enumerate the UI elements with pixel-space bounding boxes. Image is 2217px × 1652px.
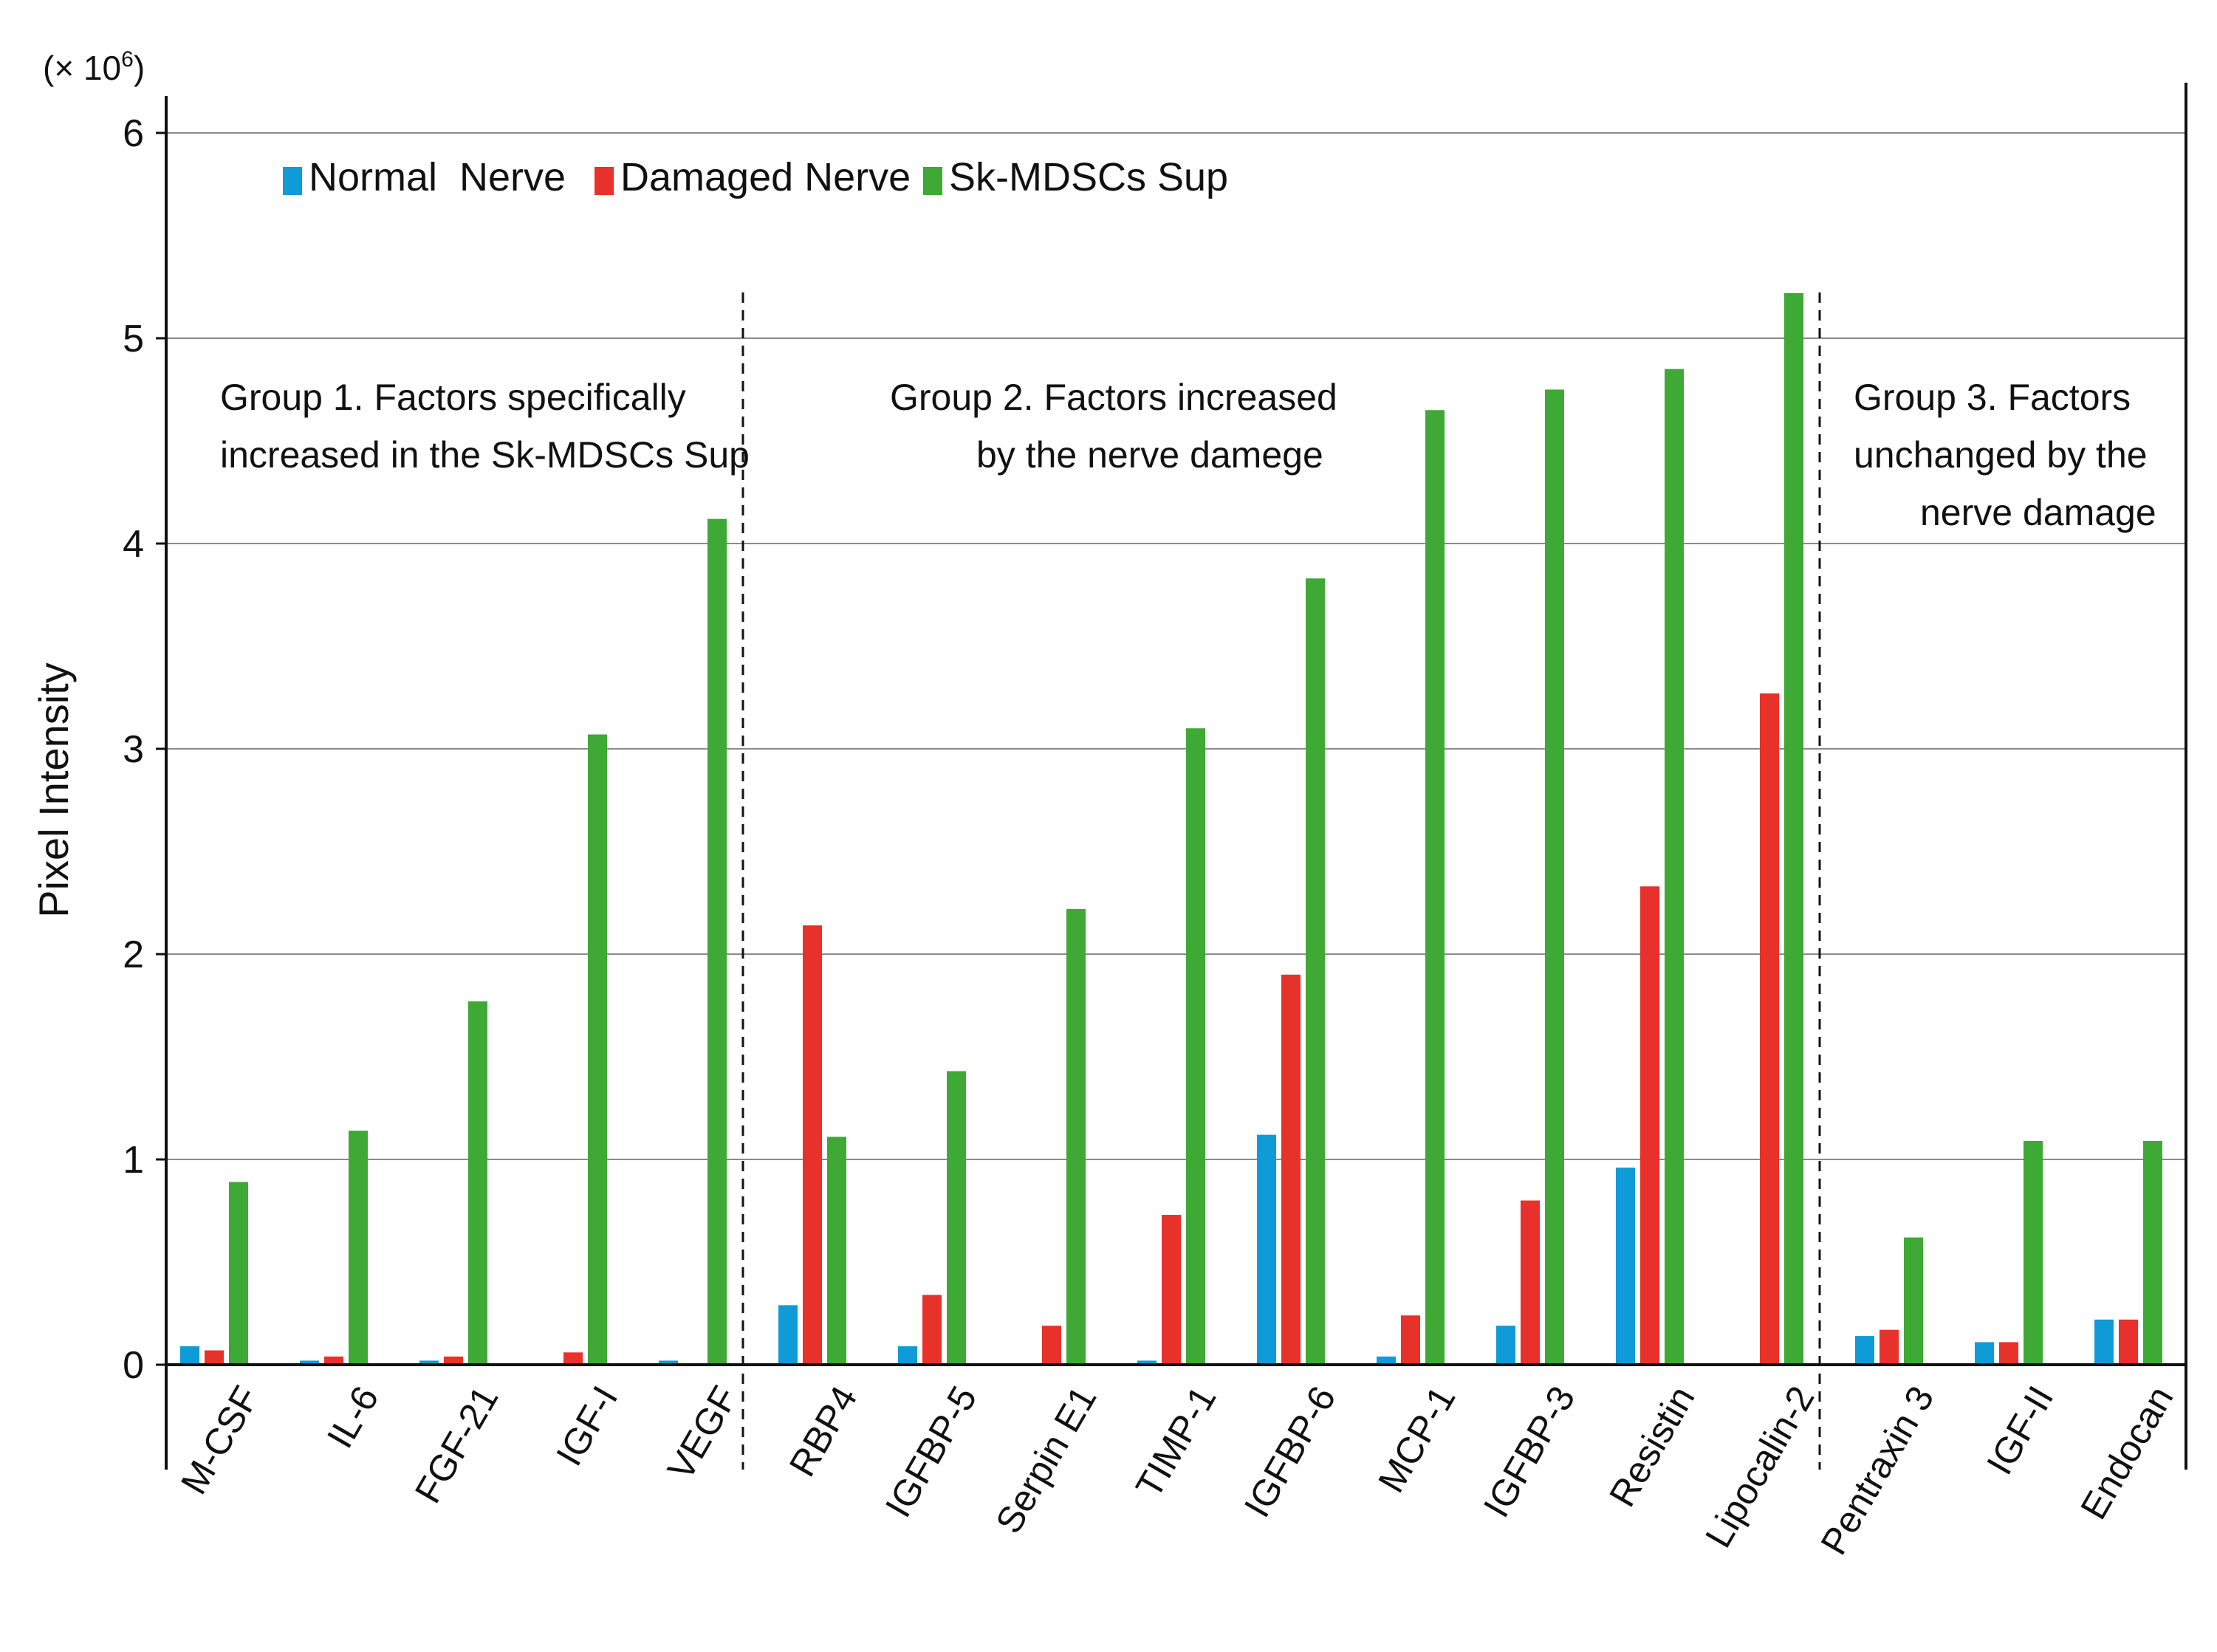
x-tick-label: Pentraxin 3 [1813,1379,1942,1562]
group-2-label: by the nerve damege [976,434,1323,476]
bar-resistin-s1 [1640,886,1659,1365]
x-tick-label: Lipocalin-2 [1697,1379,1822,1555]
bar-igf-ii-s0 [1975,1342,1994,1365]
group-2-label: Group 2. Factors increased [890,377,1337,418]
bar-mcp-1-s1 [1401,1315,1420,1365]
bar-m-csf-s2 [229,1182,248,1365]
bar-fgf-21-s2 [468,1001,487,1365]
bar-timp-1-s2 [1186,728,1205,1365]
bar-igf-ii-s1 [1999,1342,2018,1365]
bar-pentraxin-3-s2 [1904,1237,1923,1365]
bar-vegf-s2 [707,518,727,1365]
group-3-label: nerve damage [1920,492,2156,533]
group-3-label: unchanged by the [1854,434,2148,476]
bar-fgf-21-s0 [419,1360,439,1365]
bar-mcp-1-s2 [1425,410,1445,1365]
group-3-label: Group 3. Factors [1854,377,2131,418]
y-tick-label: 6 [123,112,144,155]
legend-label-damaged: Damaged Nerve [620,155,911,199]
bars [180,292,2162,1365]
y-tick-label: 0 [123,1344,144,1387]
bar-fgf-21-s1 [444,1356,463,1365]
bar-pentraxin-3-s1 [1880,1329,1899,1365]
bar-il-6-s2 [349,1131,368,1365]
bar-mcp-1-s0 [1377,1356,1396,1365]
legend-label-normal: Normal Nerve [309,155,566,199]
x-tick-label: IGFBP-6 [1236,1379,1344,1524]
bar-serpin-e1-s1 [1042,1326,1061,1365]
bar-igf-i-s1 [563,1352,583,1365]
x-tick-label: IGFBP-3 [1476,1379,1583,1524]
bar-pentraxin-3-s0 [1855,1336,1874,1365]
legend-swatch-skmdsc [923,167,942,195]
bar-igfbp-6-s2 [1306,578,1325,1365]
bar-endocan-s2 [2143,1140,2162,1365]
x-tick-label: IGF-II [1978,1379,2061,1482]
bar-serpin-e1-s2 [1066,908,1086,1365]
x-tick-label: M-CSF [173,1379,267,1501]
bar-igfbp-3-s1 [1521,1200,1540,1365]
legend-swatch-damaged [594,167,614,195]
bar-igfbp-5-s0 [898,1346,917,1365]
bar-igf-i-s2 [588,734,607,1365]
y-tick-label: 5 [123,318,144,360]
legend: Normal Nerve Damaged Nerve Sk-MDSCs Sup [283,155,1228,199]
x-tick-label: Endocan [2072,1379,2181,1526]
y-tick-label: 1 [123,1139,144,1182]
bar-resistin-s2 [1665,369,1684,1365]
x-tick-label: IGFBP-5 [877,1379,985,1524]
gridlines [166,132,2186,1160]
bar-timp-1-s0 [1137,1360,1157,1365]
x-tick-label: IGF-I [548,1379,626,1473]
bar-timp-1-s1 [1162,1215,1181,1365]
y-tick-label: 3 [123,728,144,771]
y-tick-label: 4 [123,523,144,566]
x-tick-label: FGF-21 [407,1379,507,1510]
legend-swatch-normal [283,167,302,195]
legend-label-skmdsc: Sk-MDSCs Sup [949,155,1228,199]
bar-rbp4-s0 [778,1305,798,1365]
group-1-label: increased in the Sk-MDSCs Sup [220,434,750,476]
x-tick-label: IL-6 [319,1379,387,1456]
bar-igfbp-5-s1 [922,1295,942,1365]
x-tick-label: Resistin [1601,1379,1702,1514]
bar-rbp4-s1 [803,925,822,1365]
group-dividers [741,292,1821,1470]
y-unit-label: (× 106) [43,47,145,87]
bar-igfbp-5-s2 [947,1071,966,1365]
bar-lipocalin-2-s1 [1760,693,1779,1365]
x-tick-label: Serpin E1 [987,1379,1104,1540]
bar-igfbp-3-s2 [1545,389,1564,1365]
bar-igfbp-6-s0 [1257,1134,1276,1365]
x-tick-label: RBP4 [781,1379,866,1484]
bar-il-6-s0 [300,1360,319,1365]
bar-lipocalin-2-s2 [1784,292,1803,1365]
bar-resistin-s0 [1616,1168,1635,1365]
x-tick-label: MCP-1 [1370,1379,1463,1500]
bar-igfbp-6-s1 [1281,974,1301,1365]
x-tick-label: TIMP-1 [1128,1379,1224,1505]
axes [156,83,2187,1470]
group-1-label: Group 1. Factors specifically [220,377,686,418]
bar-vegf-s0 [659,1360,678,1365]
y-axis-title: Pixel Intensity [30,662,77,918]
bar-igf-ii-s2 [2024,1140,2043,1365]
bar-m-csf-s1 [205,1350,224,1365]
y-tick-label: 2 [123,933,144,976]
bar-endocan-s1 [2119,1319,2138,1365]
bar-endocan-s0 [2094,1319,2114,1365]
x-tick-label: VEGF [659,1379,746,1487]
bar-il-6-s1 [324,1356,343,1365]
bar-rbp4-s2 [827,1137,846,1365]
bar-igfbp-3-s0 [1496,1326,1515,1365]
bar-m-csf-s0 [180,1346,199,1365]
